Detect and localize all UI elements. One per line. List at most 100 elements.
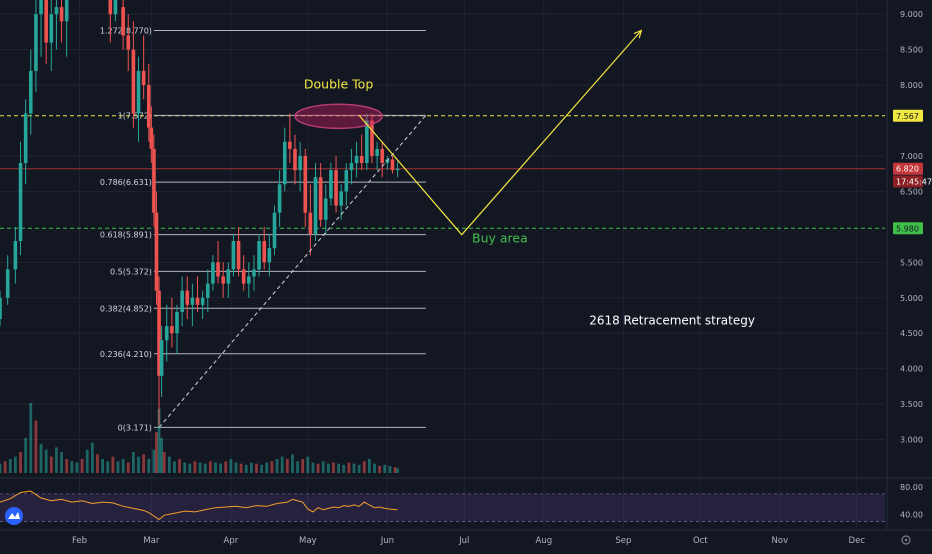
volume-bar xyxy=(224,461,228,473)
fib-level-label: 0.786(6.631) xyxy=(100,178,152,187)
tradingview-logo[interactable] xyxy=(5,507,23,525)
candle-body xyxy=(113,0,118,15)
price-tick-label: 5.000 xyxy=(900,294,923,303)
candle-body xyxy=(23,113,28,164)
volume-bar xyxy=(388,466,392,473)
time-tick-label: Apr xyxy=(224,536,239,546)
gear-icon-hub xyxy=(904,538,908,542)
candle-body xyxy=(226,269,231,284)
fib-level-label: 0.618(5.891) xyxy=(100,231,152,240)
price-label-box xyxy=(893,162,923,175)
candle-body xyxy=(54,7,59,15)
price-label-text: 6.820 xyxy=(896,165,919,174)
volume-bar xyxy=(321,461,325,473)
price-tick-label: 7.000 xyxy=(900,152,923,161)
price-tick-label: 4.500 xyxy=(900,329,923,338)
volume-bar xyxy=(275,459,279,473)
candle-body xyxy=(44,0,48,43)
volume-bar xyxy=(270,461,274,473)
candle-body xyxy=(195,297,200,305)
candle-body xyxy=(126,35,131,50)
annotation-text[interactable]: Buy area xyxy=(472,230,528,245)
volume-bar xyxy=(0,463,2,473)
candle-body xyxy=(180,290,184,312)
time-tick-label: Jul xyxy=(458,536,469,546)
time-tick-label: Dec xyxy=(849,536,866,546)
volume-bar xyxy=(219,463,223,473)
price-tick-label: 3.000 xyxy=(900,436,923,445)
candle-body xyxy=(293,148,297,171)
annotation-text[interactable]: Double Top xyxy=(304,77,373,92)
gear-icon[interactable] xyxy=(901,535,911,545)
price-label-box xyxy=(893,109,923,122)
candle-body xyxy=(375,148,379,156)
volume-bar xyxy=(291,454,294,473)
rsi-band xyxy=(0,493,885,522)
candle-body xyxy=(157,290,161,376)
candle-body xyxy=(390,159,395,171)
price-tick-label: 8.500 xyxy=(900,46,923,55)
candle-body xyxy=(334,170,338,206)
volume-bar xyxy=(60,452,63,473)
candle-body xyxy=(247,276,251,284)
arrow-head-icon xyxy=(633,29,643,39)
price-tick-label: 5.500 xyxy=(900,258,923,267)
candle-body xyxy=(39,0,43,15)
rsi-tick-label: 40.00 xyxy=(900,511,923,520)
candle-body xyxy=(395,168,400,171)
candle-body xyxy=(257,241,261,270)
volume-bar xyxy=(352,463,356,473)
candle-body xyxy=(59,7,64,22)
volume-bar xyxy=(49,456,53,473)
volume-bar xyxy=(239,463,243,473)
volume-bar xyxy=(178,459,181,473)
volume-bar xyxy=(326,463,330,473)
support-trendline[interactable] xyxy=(158,115,427,428)
gear-icon-ring xyxy=(901,535,911,545)
price-tick-label: 8.000 xyxy=(900,81,923,90)
volume-bar xyxy=(39,443,43,473)
volume-bar xyxy=(155,432,158,473)
volume-bar xyxy=(342,464,346,473)
annotations[interactable]: Double Top Buy area 2618 Retracement strat… xyxy=(304,77,755,328)
volume-bar xyxy=(280,456,284,473)
volume-bar xyxy=(306,456,310,473)
volume-bar xyxy=(3,461,7,473)
rsi-tick-label: 80.00 xyxy=(900,483,923,492)
double-top-ellipse[interactable] xyxy=(294,103,383,130)
volume-bar xyxy=(234,462,238,473)
candle-body xyxy=(365,120,369,164)
candle-body xyxy=(49,14,54,43)
volume-bar xyxy=(203,463,207,473)
volume-bar xyxy=(332,462,335,473)
volume-bar xyxy=(396,468,400,473)
candle-body xyxy=(190,297,195,305)
candle-body xyxy=(267,248,272,263)
candle-body xyxy=(149,127,154,149)
volume-bar xyxy=(34,420,38,473)
volume-bar xyxy=(85,449,89,473)
candle-body xyxy=(64,0,69,22)
volume-bar xyxy=(229,459,233,473)
volume-bar xyxy=(147,459,151,473)
annotation-text[interactable]: 2618 Retracement strategy xyxy=(589,314,755,328)
fibonacci-retracement[interactable]: 1.272(8.770) 1(7.572) 0.786(6.631) 0.618(5.… xyxy=(100,26,426,432)
volume-bar xyxy=(106,461,110,473)
drawings[interactable] xyxy=(158,29,643,428)
candle-body xyxy=(5,269,10,298)
projection-path[interactable] xyxy=(358,30,642,236)
volume-bar xyxy=(167,456,171,473)
volume-bar xyxy=(173,461,176,473)
volume-bar xyxy=(367,459,371,473)
volume-bar xyxy=(183,462,187,473)
candle-body xyxy=(288,141,292,149)
volume-bar xyxy=(285,459,289,473)
fib-level-label: 0.382(4.852) xyxy=(100,304,152,313)
candle-body xyxy=(339,191,343,206)
price-label-box xyxy=(893,222,923,235)
candle-body xyxy=(236,241,241,270)
candle-body xyxy=(298,155,302,171)
fib-level-label: 0.236(4.210) xyxy=(100,350,152,359)
